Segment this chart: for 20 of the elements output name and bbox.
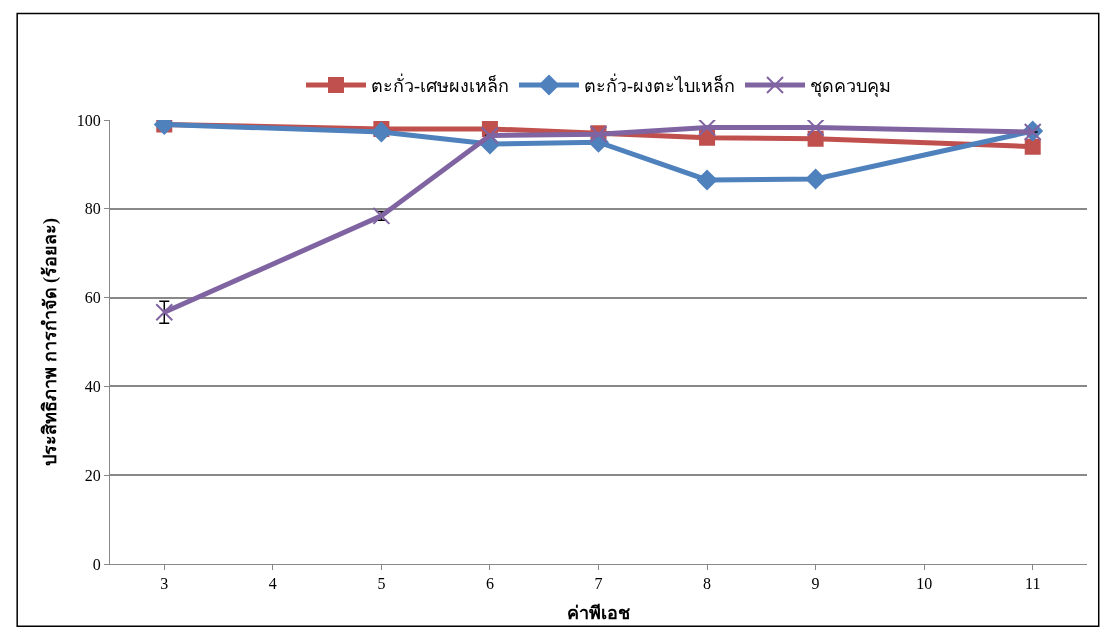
x-tick-label: 11 <box>1025 575 1041 593</box>
x-tick-label: 9 <box>811 575 820 593</box>
x-tick-label: 5 <box>377 575 386 593</box>
legend-label: ตะกั่ว-เศษผงเหล็ก <box>371 72 509 96</box>
y-tick-label: 20 <box>84 466 101 484</box>
x-tick-label: 4 <box>268 575 277 593</box>
x-tick-label: 10 <box>916 575 933 593</box>
x-tick-label: 8 <box>703 575 712 593</box>
y-tick-label: 0 <box>92 555 101 573</box>
y-tick-label: 80 <box>84 200 101 218</box>
y-axis-title: ประสิทธิภาพ การกำจัด (ร้อยละ) <box>40 218 61 466</box>
y-tick-label: 40 <box>84 378 101 395</box>
x-axis-title: ค่าพีเอช <box>567 603 630 624</box>
legend-label: ตะกั่ว-ผงตะไบเหล็ก <box>584 72 735 96</box>
x-tick-label: 7 <box>594 575 603 593</box>
y-tick-label: 100 <box>76 111 101 129</box>
y-tick-label: 60 <box>84 289 101 307</box>
legend-label: ชุดควบคุม <box>810 75 891 97</box>
x-tick-label: 6 <box>485 575 494 593</box>
x-tick-label: 3 <box>160 575 169 593</box>
